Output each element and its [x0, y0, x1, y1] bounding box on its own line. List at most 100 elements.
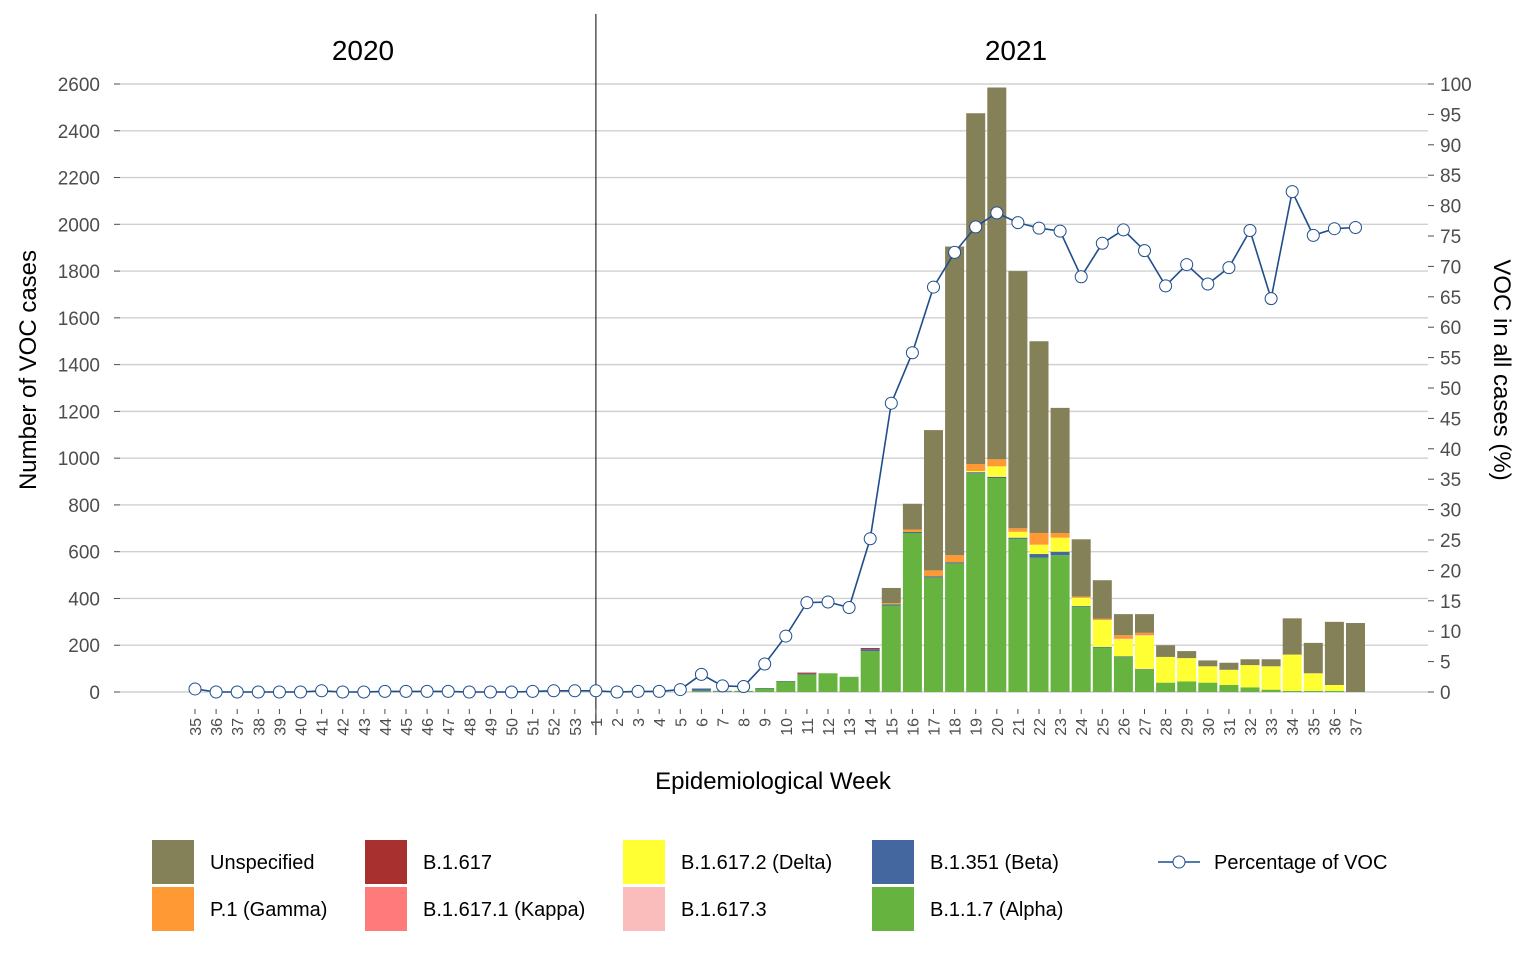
bar-segment — [1092, 580, 1112, 619]
percentage-point — [1180, 258, 1194, 272]
bar-segment — [902, 531, 922, 533]
bar-segment — [1198, 682, 1218, 692]
y2-tick-label: 45 — [1440, 409, 1461, 430]
bar-segment — [1324, 690, 1344, 692]
x-tick-label: 31 — [1222, 718, 1239, 736]
x-tick-label: 41 — [315, 718, 332, 736]
bar-segment — [902, 529, 922, 532]
x-tick-label: 37 — [230, 718, 247, 736]
legend-label: B.1.1.7 (Alpha) — [930, 899, 1063, 921]
bar-segment — [1282, 690, 1302, 692]
percentage-point — [737, 680, 751, 694]
bar-segment — [924, 430, 943, 571]
bar-segment — [1092, 646, 1112, 648]
bar-segment — [966, 464, 986, 472]
x-tick-label: 45 — [399, 718, 416, 736]
x-tick-label: 35 — [188, 718, 205, 736]
x-tick-label: 38 — [251, 718, 268, 736]
bar-segment — [1008, 537, 1028, 539]
percentage-point — [441, 684, 455, 698]
percentage-point — [969, 220, 983, 234]
legend: Unspecified P.1 (Gamma) B.1.617 B.1.617.1 (… — [152, 840, 1387, 931]
bar-segment — [860, 651, 880, 692]
legend-point-swatch — [1172, 855, 1186, 869]
bar-segment — [924, 577, 943, 692]
x-tick-label: 36 — [1327, 718, 1344, 736]
x-tick-label: 21 — [1011, 718, 1028, 736]
x-tick-label: 40 — [294, 718, 311, 736]
bar-segment — [1156, 645, 1176, 657]
bar-segment — [1050, 537, 1070, 552]
bar-segment — [1092, 618, 1112, 620]
x-tick-label: 23 — [1053, 718, 1070, 736]
percentage-point — [378, 684, 392, 698]
bar-segment — [966, 471, 986, 473]
y2-tick-label: 20 — [1440, 561, 1461, 582]
bar-segment — [1050, 407, 1070, 533]
y2-tick-label: 15 — [1440, 592, 1461, 613]
x-tick-label: 24 — [1074, 718, 1091, 736]
bar-segment — [1113, 637, 1133, 639]
bar-segment — [1113, 635, 1133, 638]
x-tick-label: 34 — [1285, 718, 1302, 736]
bar-segment — [691, 688, 711, 691]
x-tick-label: 2 — [610, 718, 627, 727]
bar-segment — [1156, 656, 1176, 683]
y-tick-label: 1400 — [58, 356, 100, 377]
legend-swatch — [152, 840, 194, 884]
legend-swatch — [623, 887, 665, 931]
bar-segment — [1303, 673, 1323, 691]
percentage-point — [1159, 279, 1173, 293]
percentage-point — [863, 532, 877, 546]
bar-segment — [1240, 659, 1260, 666]
left-y-axis: 0 200 400 600 800 1000 1200 1400 1600 1800 2000 220… — [58, 75, 120, 704]
x-tick-label: 10 — [779, 718, 796, 736]
bar-segment — [1008, 271, 1028, 529]
bar-segment — [755, 688, 775, 692]
y2-tick-label: 55 — [1440, 349, 1461, 370]
y2-tick-label: 95 — [1440, 105, 1461, 126]
y-tick-label: 800 — [68, 496, 100, 517]
x-tick-label: 6 — [694, 718, 711, 727]
bar-segment — [1261, 659, 1281, 667]
percentage-line — [188, 185, 1362, 699]
bar-segment — [987, 459, 1007, 467]
percentage-point — [1201, 277, 1215, 291]
percentage-point — [758, 657, 772, 671]
percentage-point — [568, 684, 582, 698]
percentage-point — [1222, 261, 1236, 275]
percentage-point — [948, 245, 962, 259]
percentage-point — [800, 596, 814, 610]
x-tick-label: 17 — [927, 718, 944, 736]
y-tick-label: 1200 — [58, 402, 100, 423]
bar-segment — [924, 576, 943, 578]
bar-segment — [1177, 681, 1197, 692]
right-y-axis: 0 5 10 15 20 25 30 35 40 45 50 55 60 65 70 75 80 85 90 95 10… — [1428, 75, 1472, 704]
bar-segment — [1135, 669, 1154, 670]
bar-segment — [1324, 684, 1344, 691]
bar-segment — [797, 673, 817, 675]
x-tick-label: 51 — [526, 718, 543, 736]
percentage-point — [251, 685, 265, 699]
percentage-point — [1011, 216, 1025, 230]
bar-segment — [1092, 647, 1112, 692]
percentage-point — [1032, 221, 1046, 235]
y2-tick-label: 85 — [1440, 166, 1461, 187]
y2-tick-label: 30 — [1440, 501, 1461, 522]
x-tick-label: 53 — [568, 718, 585, 736]
bar-stacks — [691, 87, 1365, 692]
legend-swatch — [623, 840, 665, 884]
percentage-point — [1138, 244, 1151, 258]
legend-label: B.1.617.3 — [681, 899, 767, 921]
bar-segment — [691, 690, 711, 692]
bar-segment — [924, 570, 943, 577]
percentage-point — [631, 684, 645, 698]
bar-segment — [1113, 656, 1133, 657]
x-tick-label: 25 — [1095, 718, 1112, 736]
x-tick-label: 19 — [969, 718, 986, 736]
percentage-point — [483, 685, 497, 699]
legend-swatch — [365, 840, 407, 884]
x-tick-label: 48 — [462, 718, 479, 736]
legend-label: B.1.617.1 (Kappa) — [423, 899, 585, 921]
